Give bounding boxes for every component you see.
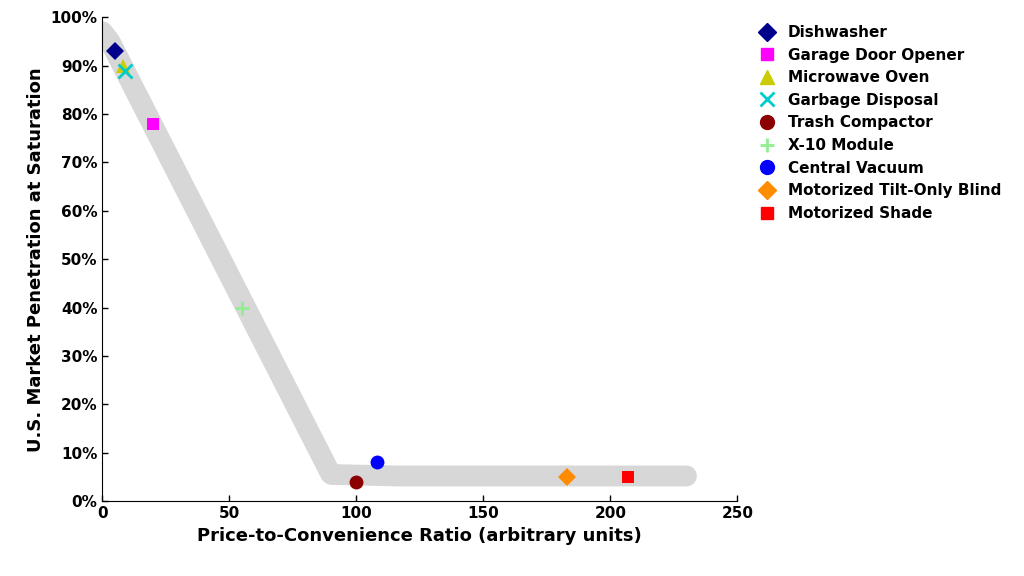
X-axis label: Price-to-Convenience Ratio (arbitrary units): Price-to-Convenience Ratio (arbitrary un… [198,526,642,544]
Y-axis label: U.S. Market Penetration at Saturation: U.S. Market Penetration at Saturation [27,67,45,452]
Legend: Dishwasher, Garage Door Opener, Microwave Oven, Garbage Disposal, Trash Compacto: Dishwasher, Garage Door Opener, Microwav… [752,25,1001,221]
